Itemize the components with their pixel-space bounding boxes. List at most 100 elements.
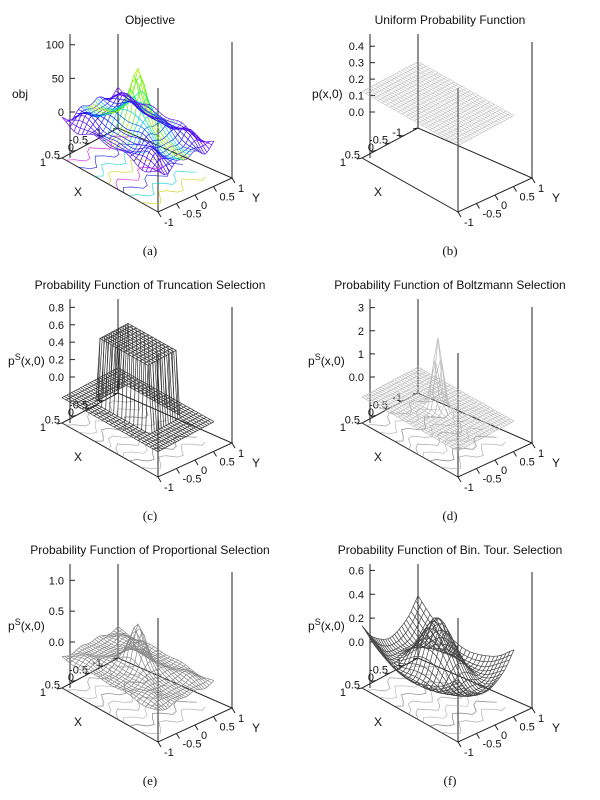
z-axis-label-sup: S <box>15 617 21 627</box>
surface-line <box>78 647 175 703</box>
y-tick-label: 0 <box>201 200 207 212</box>
surface-line <box>380 386 477 442</box>
x-tick-label: 0.5 <box>45 680 60 692</box>
y-tick-label: 1 <box>538 183 544 195</box>
surface-line <box>66 119 163 175</box>
contour-line <box>115 685 167 720</box>
chart-panel-b: Uniform Probability Function 0.0 0.1 0.2 0.3… <box>312 13 560 258</box>
x-tick-label: 1 <box>340 687 346 699</box>
surface-line <box>415 367 512 423</box>
x-tick-mark <box>56 422 63 425</box>
y-tick-mark <box>494 459 499 466</box>
surface-line <box>385 628 482 696</box>
y-tick-label: 0 <box>501 465 507 477</box>
surface-line <box>64 118 161 173</box>
y-axis-label: Y <box>552 721 560 735</box>
y-tick-label: 0.5 <box>220 457 235 469</box>
x-tick-mark <box>98 400 105 402</box>
surface-line <box>401 626 498 685</box>
surface-line <box>71 112 168 175</box>
x-tick-label: -1 <box>392 392 402 404</box>
surface-line <box>92 75 189 158</box>
z-tick-label: 0.0 <box>349 637 364 649</box>
surface-line <box>366 631 463 693</box>
surface-line <box>364 90 461 145</box>
surface-line <box>394 623 491 691</box>
surface-line <box>106 373 203 429</box>
y-tick-label: -1 <box>464 482 474 494</box>
z-axis-label-sup: S <box>315 617 321 627</box>
surface-line <box>368 633 466 694</box>
surface-line <box>406 67 503 122</box>
surface-line <box>92 329 189 436</box>
x-tick-label: 0 <box>68 672 74 684</box>
y-tick-mark <box>157 211 162 218</box>
surface-line <box>80 646 177 701</box>
surface-line <box>366 394 463 450</box>
z-axis-label-sup: S <box>15 352 21 362</box>
surface-line <box>75 112 173 168</box>
x-tick-mark <box>356 157 363 160</box>
panel-caption: (e) <box>143 773 157 788</box>
y-tick-mark <box>194 724 199 731</box>
surface-line <box>99 96 196 152</box>
chart-title: Uniform Probability Function <box>375 13 526 27</box>
surface-line <box>89 623 187 698</box>
x-tick-mark <box>84 672 91 675</box>
x-axis-label: X <box>74 450 82 464</box>
contour-line <box>415 685 467 720</box>
surface-line <box>94 639 191 694</box>
y-tick-label: 1 <box>538 448 544 460</box>
y-tick-label: 0 <box>201 465 207 477</box>
surface-mesh <box>61 623 215 711</box>
surface-line <box>385 78 482 134</box>
x-tick-label: 0.5 <box>345 150 360 162</box>
x-tick-label: 1 <box>40 687 46 699</box>
x-tick-label: -0.5 <box>69 135 88 147</box>
surface-line <box>106 634 203 690</box>
surface-line <box>389 617 487 694</box>
x-tick-label: -1 <box>392 127 402 139</box>
y-tick-mark <box>194 459 199 466</box>
surface-line <box>408 615 505 675</box>
surface-line <box>113 369 210 425</box>
surface-line <box>396 630 494 689</box>
surface-line <box>403 374 501 429</box>
y-tick-mark <box>194 194 199 201</box>
y-tick-label: 0.5 <box>220 192 235 204</box>
y-tick-label: -1 <box>464 747 474 759</box>
surface-line <box>417 595 515 657</box>
surface-line <box>115 368 212 424</box>
surface-line <box>406 373 503 428</box>
contour-line <box>140 706 206 734</box>
surface-line <box>75 650 173 705</box>
contour-line <box>65 665 134 692</box>
surface-line <box>392 618 489 693</box>
surface-line <box>387 77 484 132</box>
surface-line <box>87 630 184 699</box>
surface-line <box>71 392 168 448</box>
y-tick-mark <box>176 203 180 209</box>
z-tick-label: 1 <box>358 349 364 361</box>
floor-contours <box>365 665 506 734</box>
surface-line <box>82 105 180 161</box>
surface-line <box>398 628 496 687</box>
contour-line <box>140 441 206 469</box>
chart-title: Probability Function of Boltzmann Select… <box>334 278 565 292</box>
z-tick-label: 2 <box>358 326 364 338</box>
surface-line <box>61 397 159 453</box>
x-tick-mark <box>56 157 63 160</box>
y-tick-mark <box>213 186 217 192</box>
contour-line <box>78 140 141 170</box>
y-tick-mark <box>531 177 536 184</box>
y-tick-label: 0 <box>501 730 507 742</box>
x-tick-mark <box>370 415 377 417</box>
surface-line <box>371 86 468 141</box>
z-tick-label: 0.4 <box>349 41 364 53</box>
surface-line <box>380 81 477 136</box>
surface-line <box>382 385 480 440</box>
surface-line <box>99 325 196 433</box>
y-tick-mark <box>476 733 480 739</box>
chart-panel-f: Probability Function of Bin. Tour. Selec… <box>308 543 562 788</box>
chart-title: Probability Function of Proportional Sel… <box>30 543 269 557</box>
